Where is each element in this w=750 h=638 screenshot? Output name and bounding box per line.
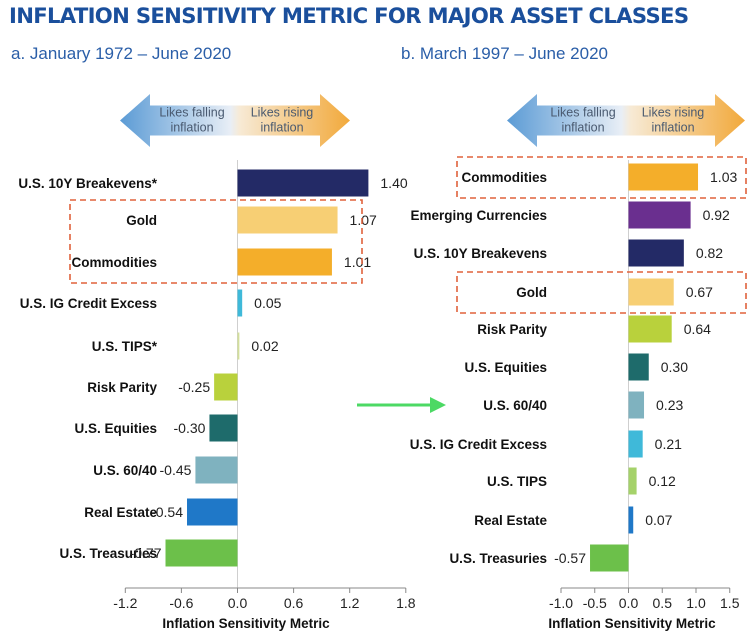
panel-a-bar-risk-parity — [214, 373, 238, 401]
panel-a-bar-u-s-ig-credit-excess — [237, 289, 243, 317]
panel-a-bar-u-s-10y-breakevens — [237, 169, 369, 197]
panel-b-subtitle: b. March 1997 – June 2020 — [401, 44, 608, 63]
panel-a-subtitle: a. January 1972 – June 2020 — [11, 44, 232, 63]
panel-a-arrow-right-label: inflation — [260, 121, 303, 135]
panel-a-category-label: U.S. IG Credit Excess — [20, 296, 157, 311]
panel-a-bar-gold — [237, 206, 338, 234]
panel-a-highlight-box — [69, 199, 363, 284]
panel-b-value-label: 0.64 — [684, 321, 711, 337]
panel-a-bar-commodities — [237, 248, 332, 276]
panel-b-bar-u-s-treasuries — [590, 544, 629, 572]
panel-a-value-label: -0.45 — [160, 462, 192, 478]
panel-b-x-tick-label: 0.0 — [619, 595, 639, 611]
chart-title: INFLATION SENSITIVITY METRIC FOR MAJOR A… — [9, 4, 689, 29]
panel-a-value-label: -0.77 — [130, 545, 162, 561]
panel-b-bar-emerging-currencies — [628, 201, 691, 229]
panel-a-arrow-left-label: inflation — [170, 121, 213, 135]
panel-b-x-tick-label: 1.0 — [686, 595, 706, 611]
panel-a-value-label: -0.25 — [178, 379, 210, 395]
panel-a-arrow-left-label: Likes falling — [159, 106, 224, 120]
panel-a-category-label: U.S. Treasuries — [59, 546, 157, 561]
panel-b-x-tick-label: 0.5 — [653, 595, 673, 611]
panel-b-category-label: U.S. Equities — [464, 360, 547, 375]
panel-b-value-label: 0.12 — [649, 473, 676, 489]
panel-a-x-tick-label: 1.8 — [396, 595, 416, 611]
panel-a-value-label: -0.54 — [151, 504, 183, 520]
panel-b-direction-arrow — [507, 94, 745, 147]
panel-b-category-label: U.S. 60/40 — [483, 398, 547, 413]
panel-b-bar-u-s-10y-breakevens — [628, 239, 684, 267]
panel-a-category-label: Risk Parity — [87, 380, 157, 395]
panel-a-bar-u-s-treasuries — [165, 539, 238, 567]
panel-a-value-label: -0.30 — [174, 420, 206, 436]
panel-b-category-label: U.S. 10Y Breakevens — [414, 246, 547, 261]
panel-b-bar-u-s-tips — [628, 467, 637, 495]
panel-b-bar-u-s-ig-credit-excess — [628, 430, 643, 458]
panel-a-direction-arrow — [120, 94, 350, 147]
panel-b-value-label: 1.03 — [710, 169, 737, 185]
panel-a-bar-u-s-equities — [209, 414, 238, 442]
panel-b-highlight-box — [456, 271, 747, 314]
panel-b-category-label: Commodities — [461, 170, 547, 185]
panel-a-category-label: Gold — [126, 213, 157, 228]
panel-b-highlight-box — [456, 156, 747, 199]
panel-b-x-tick-label: -0.5 — [583, 595, 607, 611]
panel-b-bar-gold — [628, 278, 674, 306]
panel-b-value-label: 0.82 — [696, 245, 723, 261]
panel-a-value-label: 1.40 — [380, 175, 407, 191]
panel-b-category-label: U.S. Treasuries — [449, 551, 547, 566]
panel-b-bar-u-s-equities — [628, 353, 649, 381]
panel-a-category-label: U.S. 10Y Breakevens* — [18, 176, 157, 191]
panel-b-category-label: Gold — [516, 285, 547, 300]
panel-b-value-label: 0.23 — [656, 397, 683, 413]
panel-b-category-label: Risk Parity — [477, 322, 547, 337]
panel-b-value-label: 0.07 — [645, 512, 672, 528]
panel-b-category-label: U.S. TIPS — [487, 474, 547, 489]
panel-a-category-label: U.S. 60/40 — [93, 463, 157, 478]
panel-a-bar-real-estate — [187, 498, 238, 526]
panel-b-bar-commodities — [628, 163, 699, 191]
panel-a-x-tick-label: -0.6 — [169, 595, 193, 611]
panel-b-bar-real-estate — [628, 506, 634, 534]
panel-b-value-label: 0.92 — [703, 207, 730, 223]
panel-b-value-label: 0.21 — [655, 436, 682, 452]
panel-a-x-axis-label: Inflation Sensitivity Metric — [162, 616, 330, 631]
panel-b-value-label: 0.67 — [686, 284, 713, 300]
panel-a-x-tick-label: -1.2 — [113, 595, 137, 611]
panel-b-value-label: -0.57 — [554, 550, 586, 566]
panel-b-arrow-left-label: inflation — [561, 121, 604, 135]
panel-b-category-label: Emerging Currencies — [410, 208, 547, 223]
panel-b-category-label: U.S. IG Credit Excess — [410, 437, 547, 452]
panel-b-value-label: 0.30 — [661, 359, 688, 375]
panel-a-x-tick-label: 1.2 — [340, 595, 360, 611]
panel-b-x-axis-label: Inflation Sensitivity Metric — [548, 616, 716, 631]
panel-a-bar-u-s-60-40 — [195, 456, 238, 484]
panel-b-category-label: Real Estate — [474, 513, 547, 528]
panel-a-value-label: 0.05 — [254, 295, 281, 311]
panel-a-x-tick-label: 0.6 — [284, 595, 304, 611]
panel-a-value-label: 1.07 — [350, 212, 377, 228]
panel-a-value-label: 0.02 — [251, 338, 278, 354]
panel-a-category-label: U.S. TIPS* — [92, 339, 158, 354]
panel-a-category-label: U.S. Equities — [74, 421, 157, 436]
panel-b-arrow-right-label: inflation — [651, 121, 694, 135]
panel-b-bar-u-s-60-40 — [628, 391, 645, 419]
panel-a-value-label: 1.01 — [344, 254, 371, 270]
panel-a-arrow-right-label: Likes rising — [251, 106, 314, 120]
panel-a-bar-u-s-tips — [237, 332, 240, 360]
panel-b-arrow-right-label: Likes rising — [642, 106, 705, 120]
panel-b-x-tick-label: 1.5 — [720, 595, 740, 611]
panel-b-x-tick-label: -1.0 — [549, 595, 573, 611]
panel-a-category-label: Commodities — [71, 255, 157, 270]
green-pointer-arrow-head — [430, 397, 446, 413]
panel-b-bar-risk-parity — [628, 315, 672, 343]
panel-b-arrow-left-label: Likes falling — [550, 106, 615, 120]
panel-a-x-tick-label: 0.0 — [228, 595, 248, 611]
panel-a-category-label: Real Estate — [84, 505, 157, 520]
